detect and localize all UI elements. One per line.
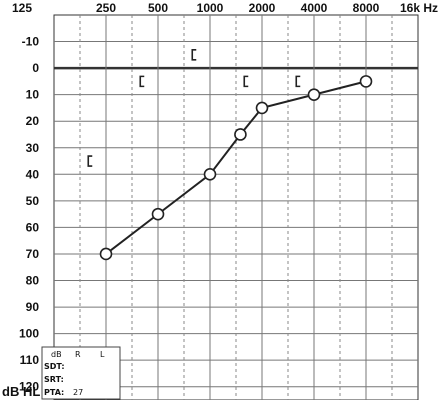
- circle-marker: [255, 101, 269, 115]
- legend-header-db: dB: [51, 350, 62, 359]
- y-tick-label: 30: [26, 141, 40, 155]
- x-tick-label: 16k Hz: [400, 1, 438, 15]
- x-tick-label: 125: [12, 1, 32, 15]
- x-tick-label: 4000: [301, 1, 328, 15]
- x-tick-label: 2000: [249, 1, 276, 15]
- legend-pta-label: PTA:: [44, 388, 64, 397]
- y-tick-label: 110: [20, 353, 40, 367]
- circle-marker: [99, 247, 113, 261]
- circle-marker: [151, 207, 165, 221]
- x-tick-label: 500: [148, 1, 168, 15]
- x-tick-label: 8000: [353, 1, 380, 15]
- grid: [53, 14, 419, 400]
- legend-header-right: R: [75, 350, 81, 359]
- x-tick-label: 250: [96, 1, 116, 15]
- legend-header-left: L: [100, 350, 105, 359]
- y-tick-label: 50: [26, 194, 40, 208]
- y-tick-label: 20: [26, 114, 40, 128]
- y-tick-label: 0: [32, 61, 39, 75]
- legend-pta-value: 27: [73, 388, 83, 397]
- legend-sdt-label: SDT:: [44, 362, 65, 371]
- threshold-legend-box: dB R L SDT: SRT: PTA: 27: [41, 346, 121, 400]
- bracket-marker: [87, 155, 93, 167]
- circle-marker: [359, 75, 373, 88]
- y-tick-label: 60: [26, 220, 40, 234]
- y-axis-ticks: -10 0 10 20 30 40 50 60 70 80 90 100 110 120: [19, 35, 39, 394]
- bracket-marker: [139, 75, 145, 88]
- bracket-marker: [191, 49, 197, 61]
- y-tick-label: 120: [19, 380, 39, 394]
- y-tick-label: 40: [26, 167, 40, 181]
- y-tick-label: 70: [26, 247, 40, 261]
- y-tick-label: 80: [26, 274, 40, 288]
- y-tick-label: 90: [26, 300, 40, 314]
- y-tick-label: 100: [19, 327, 39, 341]
- series-markers: [87, 49, 373, 261]
- y-axis-label: dB HL: [2, 384, 40, 399]
- circle-marker: [234, 128, 247, 141]
- x-tick-label: 1000: [197, 1, 224, 15]
- bracket-marker: [295, 75, 301, 88]
- legend-srt-label: SRT:: [44, 375, 64, 384]
- y-tick-label: 10: [26, 88, 40, 102]
- circle-marker: [307, 88, 321, 101]
- bracket-marker: [243, 75, 249, 88]
- y-tick-label: -10: [22, 35, 40, 49]
- circle-marker: [203, 168, 217, 181]
- x-axis-ticks: 125 250 500 1000 2000 4000 8000 16k Hz: [12, 1, 438, 15]
